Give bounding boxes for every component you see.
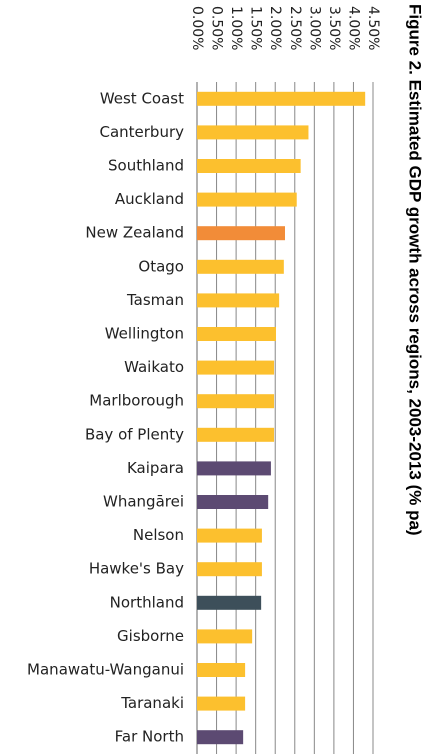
y-tick-label: Kaipara (127, 459, 184, 477)
y-tick-label: Canterbury (99, 123, 184, 141)
bar (197, 663, 246, 677)
y-tick-label: Waikato (124, 358, 184, 376)
y-tick-label: Wellington (105, 325, 184, 343)
bar (197, 192, 297, 207)
bar (197, 293, 280, 308)
y-tick-label: Taranaki (120, 694, 184, 712)
y-tick-label: Otago (138, 257, 184, 275)
y-tick-label: Southland (108, 157, 184, 175)
x-tick-label: 2.00% (267, 6, 283, 50)
y-tick-label: Hawke's Bay (89, 560, 184, 578)
y-tick-label: Gisborne (117, 627, 184, 645)
bar (197, 360, 275, 375)
y-tick-label: Far North (115, 728, 184, 746)
x-tick-label: 1.50% (248, 6, 264, 50)
bar (197, 125, 309, 140)
y-tick-label: Auckland (115, 190, 184, 208)
x-tick-label: 2.50% (287, 6, 303, 50)
x-tick-label: 1.00% (228, 6, 244, 50)
y-tick-label: Nelson (133, 526, 184, 544)
bar (197, 159, 301, 173)
bar (197, 730, 244, 745)
x-tick-label: 0.50% (209, 6, 225, 50)
x-tick-label: 3.00% (306, 6, 322, 50)
x-tick-label: 0.00% (189, 6, 205, 50)
bar (197, 259, 284, 274)
bar (197, 528, 262, 543)
chart-title: Figure 2. Estimated GDP growth across re… (406, 4, 425, 536)
y-tick-label: Manawatu-Wanganui (27, 661, 184, 679)
y-tick-label: Whangārei (103, 493, 184, 511)
y-tick-label: Bay of Plenty (85, 425, 184, 443)
bar (197, 562, 262, 577)
y-tick-label: New Zealand (85, 224, 184, 242)
bar (197, 327, 277, 341)
bar (197, 461, 271, 476)
bar (197, 696, 246, 711)
bar (197, 595, 262, 610)
bar (197, 91, 366, 106)
x-tick-label: 4.00% (345, 6, 361, 50)
bar (197, 394, 275, 409)
y-tick-label: Marlborough (89, 392, 184, 410)
x-tick-label: 3.50% (326, 6, 342, 50)
y-tick-label: Tasman (126, 291, 184, 309)
y-tick-label: West Coast (100, 89, 184, 107)
bar (197, 495, 269, 509)
x-tick-label: 4.50% (365, 6, 381, 50)
bar (197, 427, 275, 442)
y-tick-label: Northland (110, 593, 184, 611)
bar (197, 226, 285, 241)
bar (197, 629, 253, 644)
